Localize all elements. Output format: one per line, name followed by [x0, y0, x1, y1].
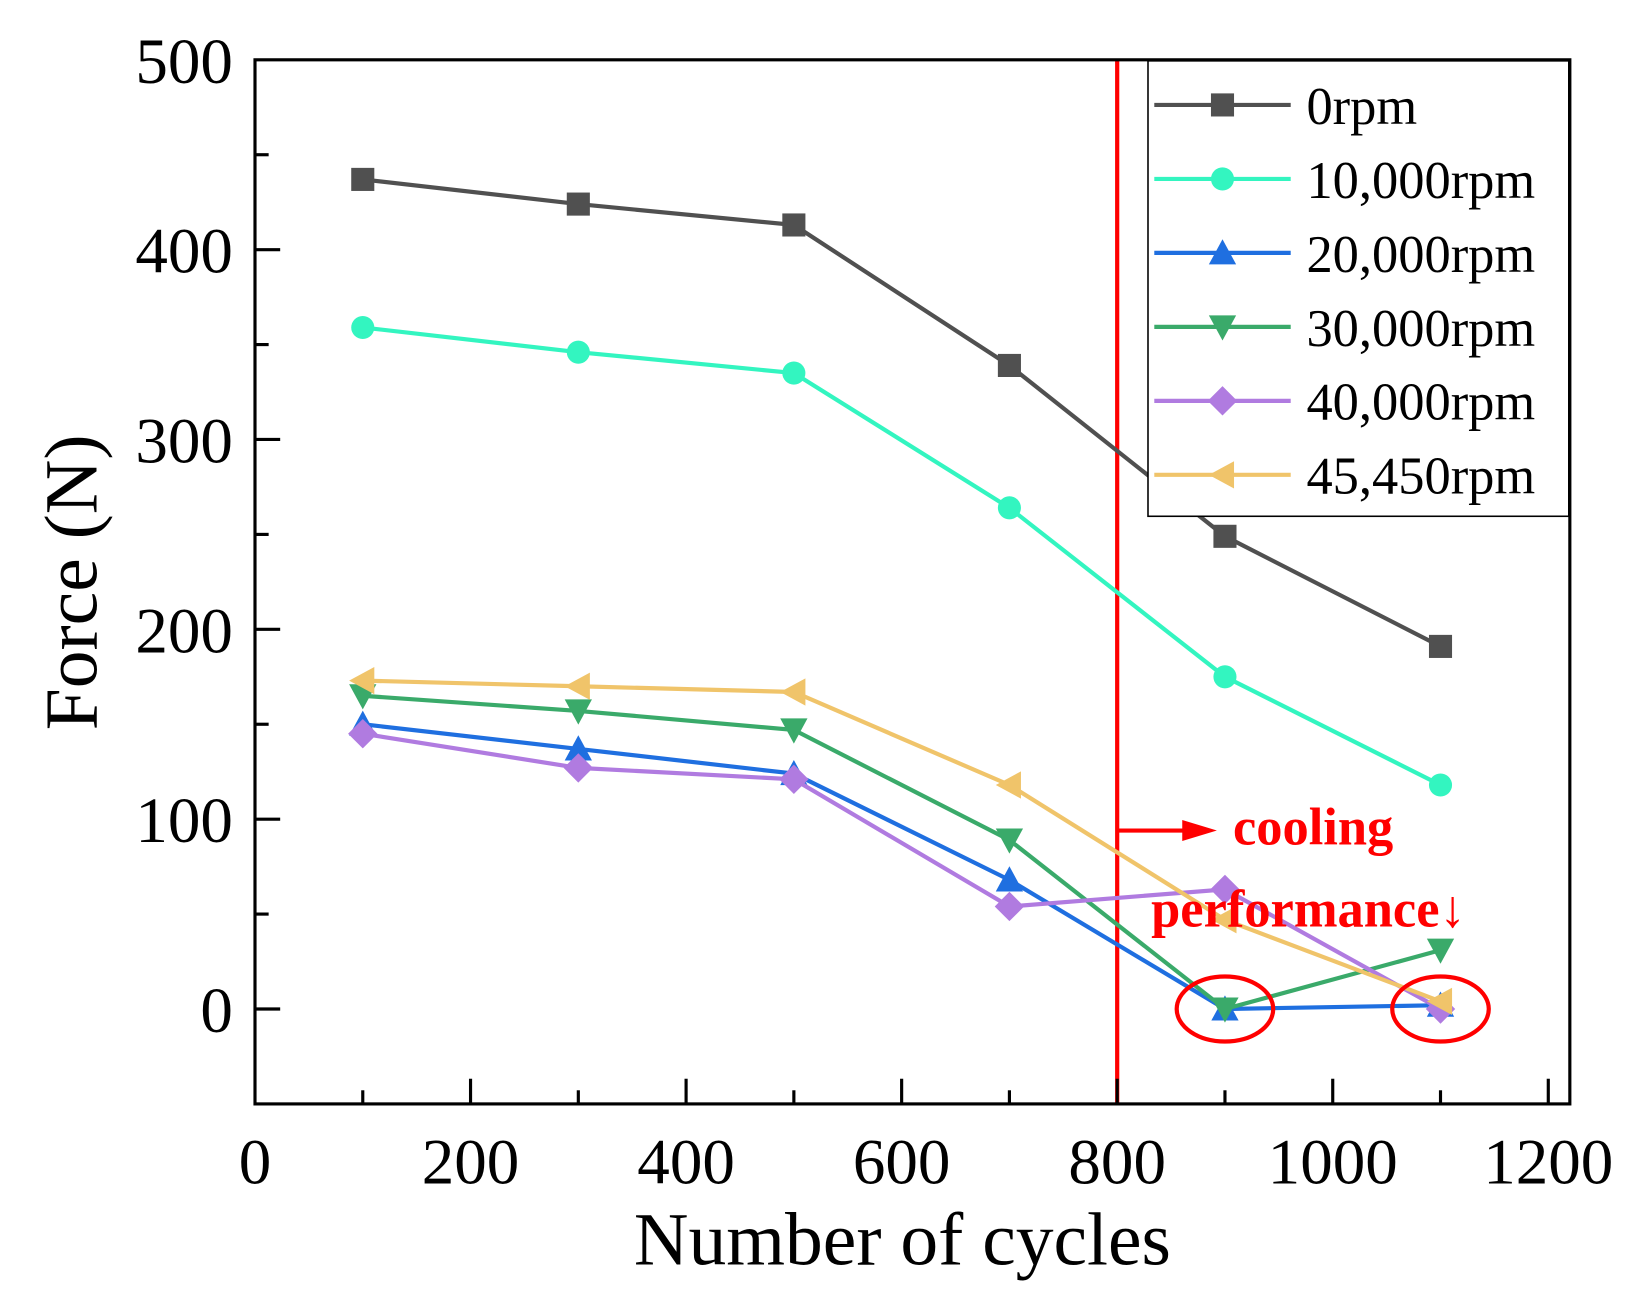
legend-label: 20,000rpm: [1306, 226, 1535, 284]
marker-triangle-down: [1211, 997, 1239, 1023]
legend-label: 0rpm: [1306, 78, 1417, 136]
x-tick-label: 600: [853, 1127, 951, 1199]
legend-label: 10,000rpm: [1306, 152, 1535, 210]
marker-triangle-left: [1208, 461, 1235, 489]
marker-circle: [782, 361, 806, 385]
marker-triangle-up: [564, 735, 592, 761]
marker-diamond: [994, 891, 1025, 922]
marker-triangle-left: [995, 771, 1021, 799]
series-1: [351, 315, 1453, 797]
series-0: [351, 167, 1453, 658]
marker-triangle-down: [1208, 315, 1237, 341]
series-line: [362, 325, 1442, 787]
annotation-arrow-head: [1182, 820, 1217, 842]
series-line: [362, 678, 1442, 1004]
marker-triangle-left: [780, 678, 806, 706]
series-5: [349, 666, 1453, 1016]
annotation-text-performance: performance↓: [1151, 881, 1466, 939]
marker-square: [997, 353, 1021, 377]
marker-triangle-left: [1211, 906, 1237, 934]
series-3: [349, 684, 1455, 1023]
legend-label: 40,000rpm: [1306, 374, 1535, 432]
plot-frame: [253, 58, 1572, 1106]
x-tick-label: 400: [637, 1127, 735, 1199]
axis-ticks: 0 200 400 600 800 1000 1200 0 100 200 300 400 500: [135, 26, 1613, 1199]
y-tick-label: 0: [200, 975, 233, 1047]
x-tick-label: 800: [1068, 1127, 1166, 1199]
marker-triangle-left: [1426, 987, 1453, 1016]
series-line: [362, 731, 1442, 1011]
marker-square: [782, 213, 806, 237]
series-line: [362, 722, 1441, 1012]
marker-square: [1210, 93, 1235, 117]
marker-triangle-down: [780, 718, 808, 744]
legend-box: [1147, 60, 1570, 518]
marker-circle: [1213, 665, 1237, 689]
y-tick-label: 400: [135, 216, 233, 288]
y-tick-label: 200: [135, 595, 233, 667]
y-axis-label: Force (N): [31, 435, 114, 731]
marker-triangle-up: [995, 866, 1024, 892]
marker-circle: [566, 340, 590, 364]
highlight-ellipse: [1174, 974, 1276, 1044]
marker-circle: [1210, 167, 1235, 191]
legend-label: 45,450rpm: [1306, 448, 1535, 506]
series-line: [362, 693, 1442, 1012]
marker-triangle-left: [564, 672, 590, 700]
marker-circle: [1428, 773, 1453, 797]
marker-diamond: [1210, 874, 1240, 905]
highlight-ellipse: [1390, 974, 1491, 1044]
plot-marks: cooling performance↓: [348, 59, 1491, 1104]
marker-square: [1213, 524, 1237, 548]
x-tick-label: 200: [422, 1127, 520, 1199]
marker-circle: [351, 315, 375, 340]
marker-square: [1428, 634, 1453, 658]
marker-diamond: [779, 764, 809, 794]
marker-triangle-down: [1426, 938, 1455, 964]
annotation-text-cooling: cooling: [1233, 799, 1393, 857]
marker-triangle-down: [995, 828, 1024, 854]
x-axis-label: Number of cycles: [634, 1198, 1171, 1281]
series-line: [362, 177, 1442, 649]
y-tick-label: 100: [135, 785, 233, 857]
x-tick-label: 1000: [1268, 1127, 1398, 1199]
series-4: [348, 719, 1456, 1024]
y-tick-label: 300: [135, 406, 233, 478]
marker-triangle-left: [349, 666, 375, 695]
legend: 0rpm 10,000rpm 20,000rpm 30,000rpm 40,000rpm…: [1147, 60, 1570, 518]
x-tick-label: 1200: [1483, 1127, 1613, 1199]
legend-label: 30,000rpm: [1306, 300, 1535, 358]
x-tick-label: 0: [239, 1127, 272, 1199]
marker-square: [351, 167, 375, 191]
marker-triangle-down: [564, 699, 592, 725]
marker-square: [566, 192, 590, 216]
y-tick-label: 500: [135, 26, 233, 98]
marker-circle: [997, 496, 1021, 520]
marker-triangle-up: [1208, 239, 1237, 265]
